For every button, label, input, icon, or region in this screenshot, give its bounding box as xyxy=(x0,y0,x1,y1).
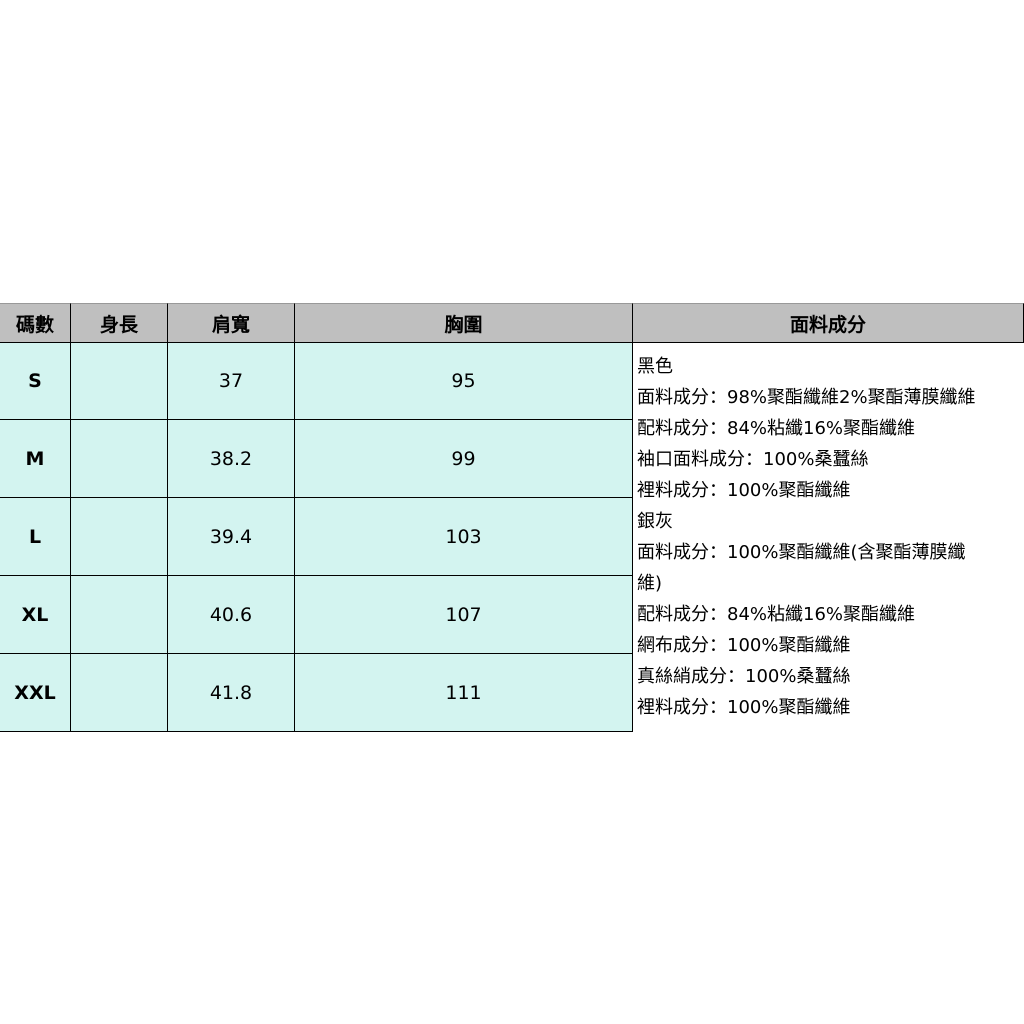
size-cell: L xyxy=(0,498,71,576)
shoulder-cell: 37 xyxy=(168,343,295,420)
chest-cell: 99 xyxy=(295,420,633,498)
fabric-line: 面料成分：100%聚酯纖維(含聚酯薄膜纖 xyxy=(637,542,966,563)
size-cell: S xyxy=(0,343,71,420)
fabric-line: 銀灰 xyxy=(637,511,673,532)
fabric-line: 面料成分：98%聚酯纖維2%聚酯薄膜纖維 xyxy=(637,387,976,408)
body-length-cell xyxy=(71,576,168,654)
body-length-cell xyxy=(71,343,168,420)
fabric-line: 裡料成分：100%聚酯纖維 xyxy=(637,697,851,718)
size-cell: XXL xyxy=(0,654,71,732)
shoulder-cell: 40.6 xyxy=(168,576,295,654)
size-cell: M xyxy=(0,420,71,498)
header-cell: 胸圍 xyxy=(295,303,633,343)
body-length-cell xyxy=(71,498,168,576)
chest-cell: 103 xyxy=(295,498,633,576)
fabric-line: 黑色 xyxy=(637,356,673,377)
header-cell: 身長 xyxy=(71,303,168,343)
fabric-line: 真絲綃成分：100%桑蠶絲 xyxy=(637,666,851,687)
fabric-line: 維) xyxy=(637,573,663,594)
fabric-line: 網布成分：100%聚酯纖維 xyxy=(637,635,851,656)
shoulder-cell: 38.2 xyxy=(168,420,295,498)
size-cell: XL xyxy=(0,576,71,654)
fabric-line: 袖口面料成分：100%桑蠶絲 xyxy=(637,449,869,470)
fabric-line: 配料成分：84%粘纖16%聚酯纖維 xyxy=(637,604,916,625)
fabric-line: 裡料成分：100%聚酯纖維 xyxy=(637,480,851,501)
fabric-cell: 黑色面料成分：98%聚酯纖維2%聚酯薄膜纖維 配料成分：84%粘纖16%聚酯纖維袖… xyxy=(633,343,1024,721)
fabric-line: 配料成分：84%粘纖16%聚酯纖維 xyxy=(637,418,916,439)
header-cell: 碼數 xyxy=(0,303,71,343)
shoulder-cell: 39.4 xyxy=(168,498,295,576)
body-length-cell xyxy=(71,654,168,732)
chest-cell: 95 xyxy=(295,343,633,420)
header-cell: 面料成分 xyxy=(633,303,1024,343)
chest-cell: 111 xyxy=(295,654,633,732)
header-cell: 肩寬 xyxy=(168,303,295,343)
body-length-cell xyxy=(71,420,168,498)
chest-cell: 107 xyxy=(295,576,633,654)
shoulder-cell: 41.8 xyxy=(168,654,295,732)
